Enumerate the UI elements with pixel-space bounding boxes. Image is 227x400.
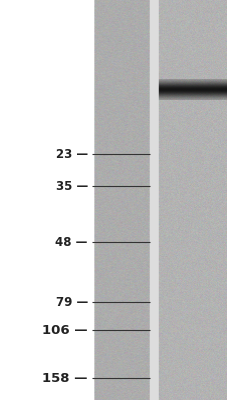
- Text: 79 —: 79 —: [55, 296, 87, 308]
- Text: 48 —: 48 —: [55, 236, 87, 248]
- Text: 35 —: 35 —: [55, 180, 87, 192]
- Text: 106 —: 106 —: [42, 324, 87, 336]
- Text: 158 —: 158 —: [42, 372, 87, 384]
- Text: 23 —: 23 —: [55, 148, 87, 160]
